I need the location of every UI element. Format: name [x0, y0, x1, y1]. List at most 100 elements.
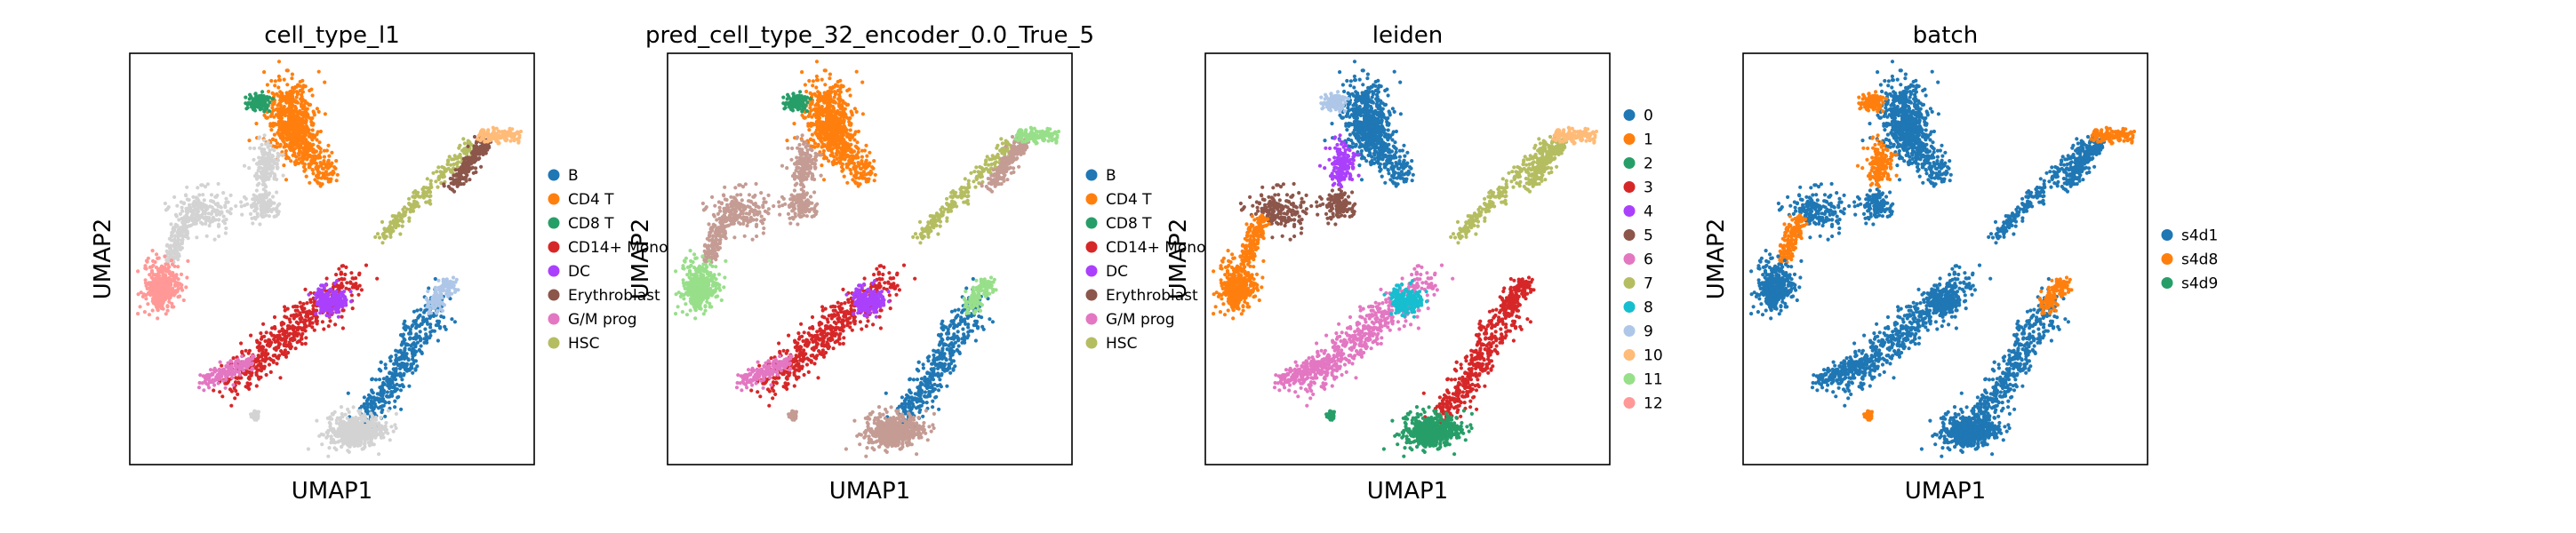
scatter-point [252, 97, 256, 101]
scatter-point [254, 418, 259, 422]
scatter-point [263, 107, 268, 112]
scatter-point [422, 310, 427, 314]
scatter-point [276, 60, 282, 64]
scatter-point [407, 216, 412, 220]
scatter-point [424, 200, 428, 204]
scatter-point [179, 272, 184, 276]
scatter-point [249, 333, 253, 338]
scatter-point [284, 178, 289, 182]
scatter-point [276, 93, 280, 98]
scatter-point [164, 243, 169, 248]
scatter-point [217, 218, 221, 222]
scatter-point [267, 89, 271, 94]
scatter-point [178, 294, 182, 298]
scatter-point [343, 426, 348, 432]
scatter-point [345, 281, 349, 285]
scatter-point [402, 371, 406, 376]
scatter-point [254, 372, 259, 377]
scatter-point [436, 185, 440, 189]
scatter-point [320, 320, 324, 324]
scatter-point [503, 138, 508, 142]
legend-label: G/M prog [568, 311, 637, 329]
scatter-point [212, 383, 217, 387]
scatter-point [294, 84, 299, 89]
scatter-point [260, 90, 265, 94]
scatter-point [432, 329, 436, 333]
scatter-point [326, 454, 331, 458]
scatter-point [259, 365, 264, 370]
legend-marker [548, 313, 560, 325]
scatter-point [385, 390, 389, 394]
scatter-point [214, 212, 219, 217]
scatter-point [282, 127, 286, 131]
scatter-point [410, 208, 414, 212]
panel-title: cell_type_l1 [264, 22, 400, 49]
scatter-point [406, 357, 411, 362]
scatter-point [196, 386, 202, 390]
scatter-point [275, 334, 279, 338]
scatter-point [236, 381, 241, 386]
scatter-point [303, 120, 308, 124]
scatter-point [481, 128, 485, 132]
scatter-point [146, 302, 150, 306]
scatter-point [386, 409, 390, 413]
scatter-point [324, 282, 329, 287]
scatter-point [176, 265, 180, 269]
scatter-point [419, 338, 423, 343]
scatter-point [214, 369, 219, 373]
scatter-point [272, 115, 276, 119]
scatter-point [425, 177, 429, 181]
scatter-point [244, 95, 248, 99]
scatter-point [259, 93, 264, 98]
scatter-point [333, 322, 338, 327]
scatter-point [389, 389, 394, 394]
scatter-point [376, 427, 380, 432]
scatter-point [336, 427, 340, 432]
scatter-point [828, 105, 832, 109]
scatter-point [407, 384, 412, 388]
scatter-point [427, 286, 431, 290]
scatter-point [394, 426, 398, 431]
scatter-point [425, 305, 429, 309]
scatter-point [350, 416, 355, 420]
scatter-point [228, 193, 233, 197]
scatter-point [156, 316, 160, 321]
scatter-point [174, 214, 179, 219]
scatter-point [319, 298, 324, 302]
scatter-point [331, 169, 335, 173]
scatter-point [311, 142, 316, 147]
scatter-point [220, 363, 224, 368]
scatter-point [808, 106, 812, 110]
scatter-point [282, 322, 286, 326]
scatter-point [373, 418, 379, 422]
scatter-point [401, 385, 405, 389]
scatter-point [419, 307, 423, 312]
scatter-point [281, 97, 285, 101]
scatter-point [446, 287, 451, 291]
scatter-point [447, 155, 452, 159]
scatter-point [209, 193, 214, 197]
scatter-point [220, 372, 224, 377]
scatter-point [352, 443, 356, 449]
scatter-point [203, 376, 208, 380]
scatter-point [248, 146, 252, 150]
scatter-point [286, 129, 291, 133]
scatter-point [326, 177, 332, 181]
scatter-point [348, 290, 353, 294]
scatter-point [300, 90, 305, 94]
scatter-point [312, 328, 316, 332]
scatter-point [293, 120, 298, 125]
legend-marker [548, 265, 560, 277]
scatter-point [228, 207, 233, 211]
scatter-point [347, 419, 351, 424]
scatter-point [508, 139, 513, 143]
scatter-point [383, 430, 388, 434]
scatter-point [299, 149, 303, 155]
scatter-point [261, 179, 266, 184]
scatter-point [276, 346, 281, 350]
scatter-point [276, 74, 281, 79]
scatter-point [180, 205, 184, 210]
scatter-point [262, 113, 267, 117]
scatter-point [164, 208, 168, 212]
